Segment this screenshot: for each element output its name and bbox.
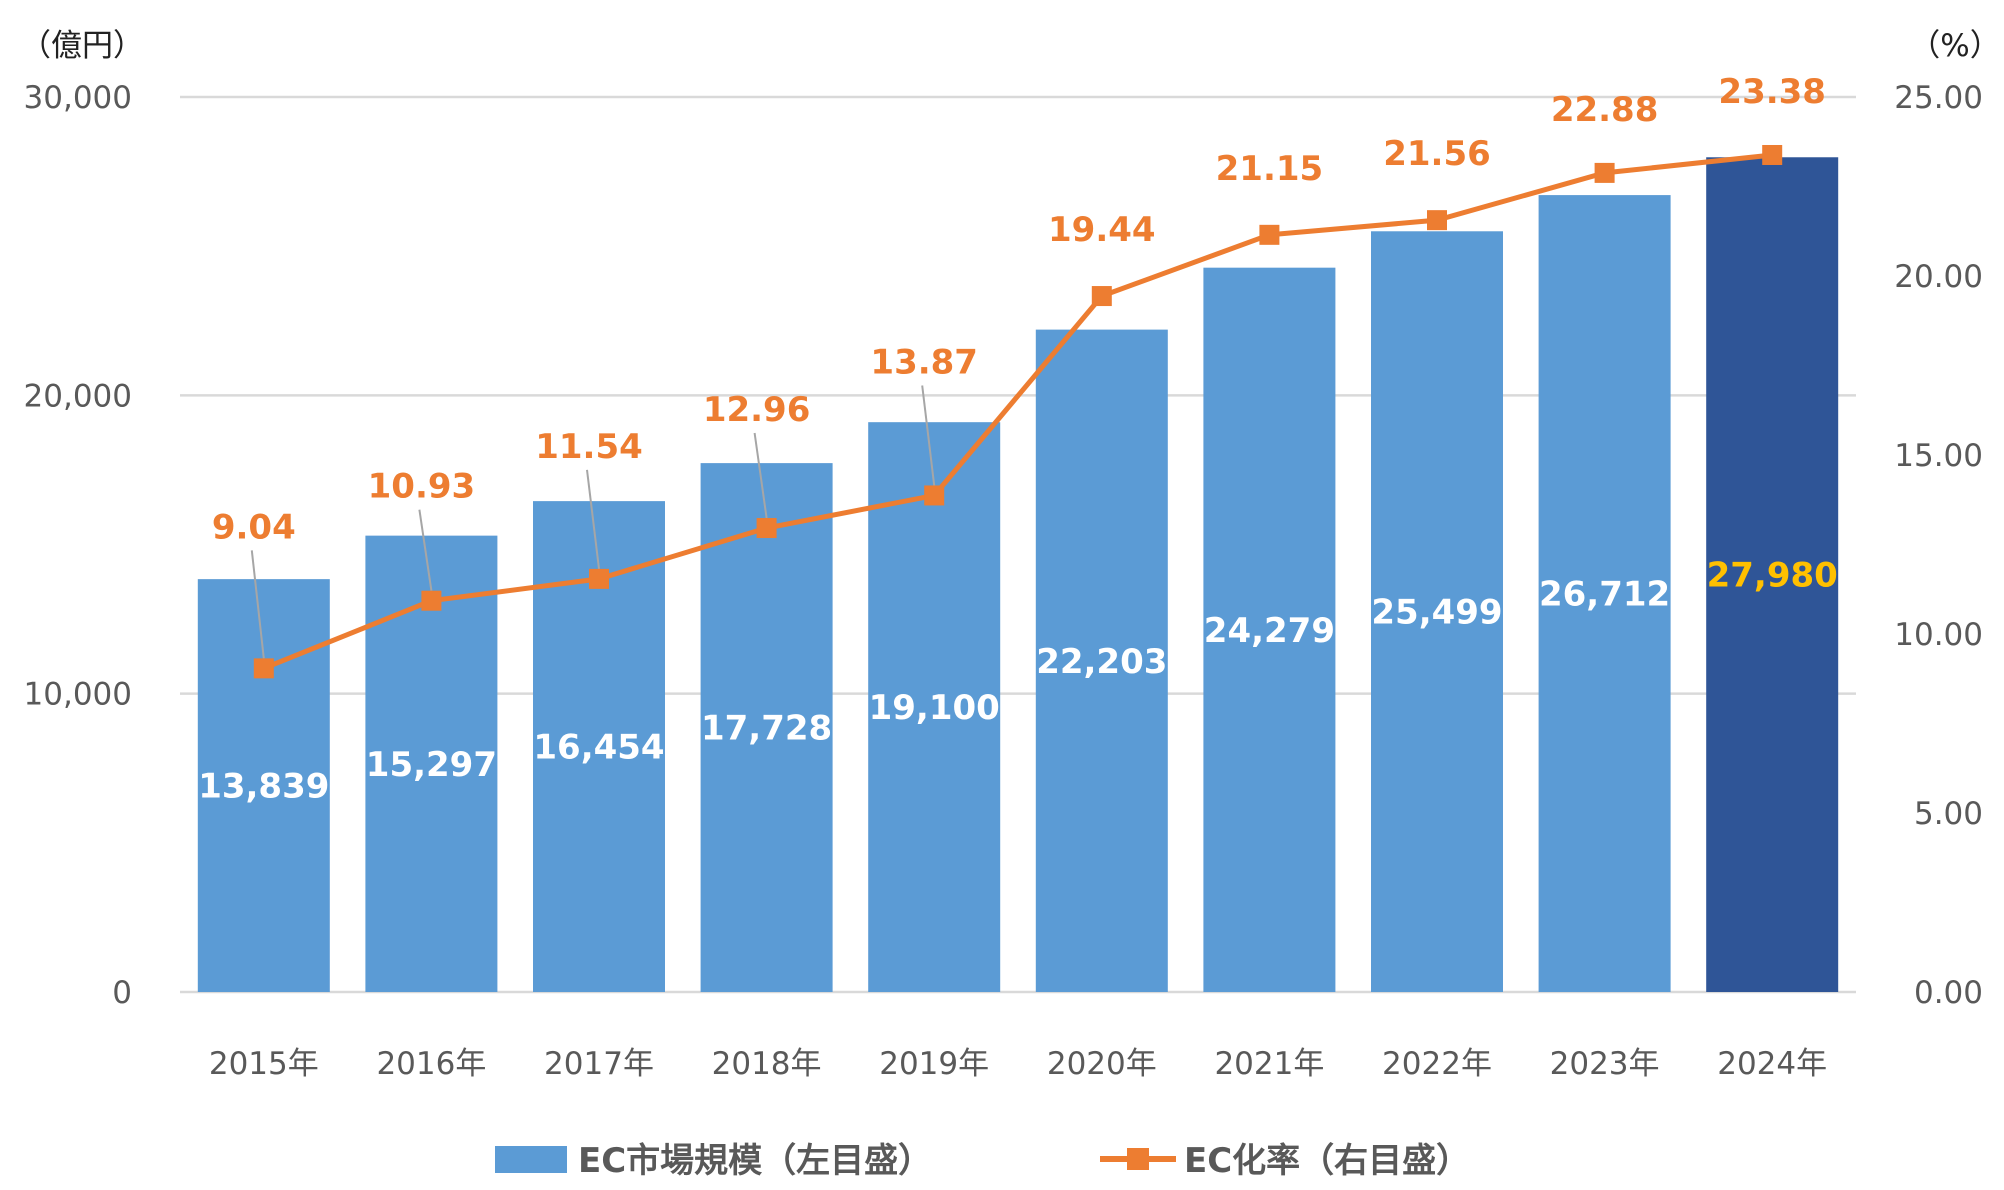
left-tick-label: 10,000 (24, 677, 132, 713)
right-tick-label: 5.00 (1914, 796, 1983, 832)
line-marker (924, 485, 945, 506)
leader-line (586, 469, 600, 569)
bar-value-label: 22,203 (1036, 642, 1167, 682)
bar (1706, 157, 1839, 993)
x-tick-label: 2020年 (1047, 1046, 1157, 1082)
x-tick-label: 2019年 (879, 1046, 989, 1082)
line-path (262, 152, 1773, 671)
bar-value-label: 24,279 (1204, 611, 1335, 651)
legend-line-label: EC化率（右目盛） (1184, 1141, 1470, 1181)
line-marker (421, 590, 442, 611)
line-value-label: 12.96 (703, 390, 811, 430)
line-value-label: 23.38 (1718, 72, 1826, 112)
left-tick-label: 20,000 (24, 378, 132, 414)
bar (365, 535, 498, 992)
line-value-label: 9.04 (212, 507, 296, 547)
line-value-label: 22.88 (1551, 90, 1659, 130)
x-tick-label: 2024年 (1717, 1046, 1827, 1082)
x-tick-label: 2016年 (376, 1046, 486, 1082)
leader-line (250, 550, 265, 659)
x-tick-label: 2017年 (544, 1046, 654, 1082)
legend-bar-label: EC市場規模（左目盛） (578, 1141, 932, 1181)
leader-lines (250, 385, 936, 659)
legend: EC市場規模（左目盛） EC化率（右目盛） (495, 1141, 1470, 1181)
leader-line (418, 509, 433, 591)
bar (1371, 231, 1503, 992)
bar-value-label: 13,839 (198, 767, 329, 807)
bar (700, 463, 833, 993)
x-axis-ticks: 2015年 2016年 2017年 2018年 2019年 2020年 2021年 2022年… (209, 1046, 1827, 1082)
right-tick-label: 15.00 (1894, 438, 1983, 474)
line-value-label: 19.44 (1048, 210, 1156, 250)
line-marker (756, 518, 777, 539)
line-value-label: 21.15 (1216, 149, 1324, 189)
leader-line (753, 432, 768, 519)
line-marker (1091, 286, 1112, 307)
bar-value-label: 27,980 (1707, 556, 1838, 596)
line-marker (1762, 144, 1783, 165)
bar-value-label: 19,100 (869, 688, 1000, 728)
line-marker (1594, 162, 1615, 183)
left-tick-label: 0 (112, 975, 132, 1011)
line-marker (253, 658, 274, 679)
left-axis-ticks: 0 10,000 20,000 30,000 (24, 80, 132, 1011)
line-value-label: 21.56 (1383, 134, 1491, 174)
x-tick-label: 2015年 (209, 1046, 319, 1082)
left-tick-label: 30,000 (24, 80, 132, 116)
right-axis-ticks: 0.00 5.00 10.00 15.00 20.00 25.00 (1894, 80, 1983, 1011)
x-tick-label: 2023年 (1550, 1046, 1660, 1082)
bar (1203, 267, 1336, 992)
bar-value-label: 16,454 (533, 728, 664, 768)
right-tick-label: 25.00 (1894, 80, 1983, 116)
x-tick-label: 2021年 (1214, 1046, 1324, 1082)
right-tick-label: 0.00 (1914, 975, 1983, 1011)
line-value-label: 11.54 (535, 427, 643, 467)
bar-value-label: 15,297 (366, 745, 497, 785)
line-marker (1427, 210, 1447, 231)
right-tick-label: 10.00 (1894, 617, 1983, 653)
bar-value-label: 26,712 (1539, 575, 1670, 615)
line-series: 9.04 10.93 11.54 12.96 13.87 19.44 21.15 21.56 2… (212, 72, 1826, 679)
line-marker (589, 568, 609, 589)
bar (1538, 195, 1671, 993)
line-marker (1259, 224, 1280, 245)
bar-value-label: 17,728 (701, 709, 832, 749)
legend-bar-swatch (495, 1146, 567, 1173)
right-tick-label: 20.00 (1894, 259, 1983, 295)
leader-line (921, 385, 936, 486)
line-value-label: 13.87 (870, 342, 978, 382)
bar (868, 422, 1001, 992)
left-axis-unit: （億円） (20, 28, 144, 64)
right-axis-unit: （%） (1909, 28, 2000, 64)
bar-series: 13,839 15,297 16,454 17,728 19,100 22,203 24,2… (197, 157, 1839, 993)
line-value-label: 10.93 (368, 467, 476, 507)
legend-line-marker (1127, 1148, 1149, 1170)
x-tick-label: 2018年 (712, 1046, 822, 1082)
bar (1035, 329, 1168, 993)
bar-value-label: 25,499 (1371, 593, 1502, 633)
x-tick-label: 2022年 (1382, 1046, 1492, 1082)
